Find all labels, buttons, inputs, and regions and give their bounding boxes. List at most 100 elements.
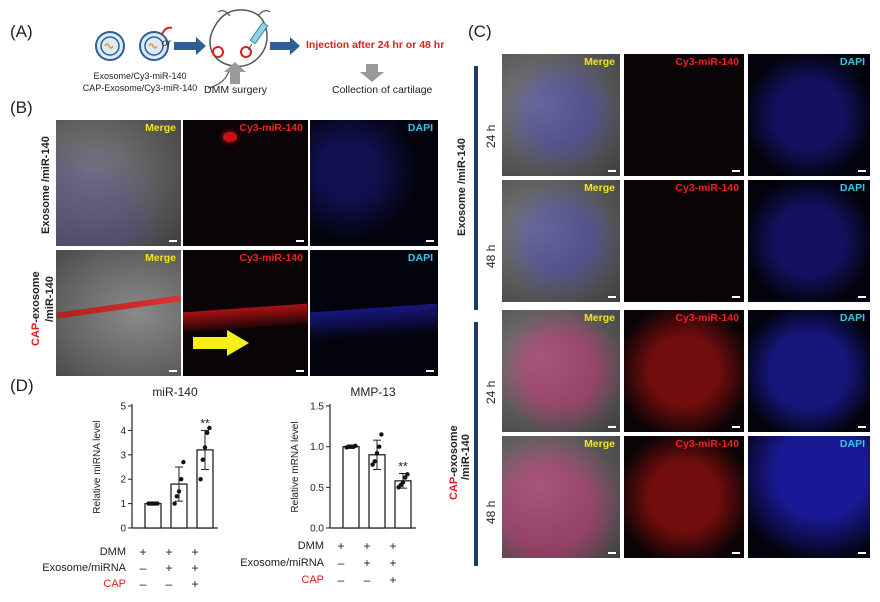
- scale-bar: [858, 296, 866, 298]
- scale-bar: [858, 552, 866, 554]
- row-label-dmm: DMM: [297, 540, 324, 552]
- data-point: [377, 444, 382, 449]
- arrow-up-icon: [224, 62, 246, 84]
- row-label-exosome: Exosome/miRNA: [240, 557, 324, 569]
- schematic-drawing: [95, 9, 384, 89]
- dapi-label: DAPI: [839, 56, 865, 68]
- chart-title: MMP-13: [350, 385, 396, 399]
- row-label-dmm: DMM: [99, 546, 126, 558]
- scale-bar: [732, 170, 740, 172]
- exosome-labels: Exosome/Cy3-miR-140 CAP-Exosome/Cy3-miR-…: [80, 70, 200, 94]
- cap-text: CAP: [30, 322, 42, 346]
- data-point: [200, 457, 205, 462]
- y-tick-label: 0: [120, 524, 126, 535]
- dapi-label: DAPI: [407, 252, 433, 264]
- arrow-down-icon: [360, 64, 384, 82]
- cap-exosome-icon: [139, 26, 173, 61]
- data-point: [155, 501, 160, 506]
- panel-c-cy3-exo-24h: Cy3-miR-140: [624, 54, 744, 176]
- scale-bar: [169, 240, 177, 242]
- dapi-label: DAPI: [407, 122, 433, 134]
- data-point: [179, 477, 184, 482]
- chart-mir140: miR-140 Relative miRNA level 0 1 2 3 4 5 **: [92, 385, 218, 535]
- cy3-label: Cy3-miR-140: [675, 312, 739, 324]
- panel-c-cy3-cap-48h: Cy3-miR-140: [624, 436, 744, 558]
- panel-label-a: (A): [10, 22, 33, 41]
- sign: –: [139, 577, 147, 591]
- row-label-exosome: Exosome/miRNA: [42, 562, 126, 574]
- syringe-icon: [247, 21, 269, 51]
- exosome-icon: [95, 31, 125, 61]
- panel-c-merge-cap-24h: Merge: [502, 310, 620, 432]
- sign: +: [165, 545, 173, 559]
- sign: –: [337, 556, 345, 570]
- exosome-label-2: CAP-Exosome/Cy3-miR-140: [82, 83, 198, 93]
- data-point: [370, 462, 375, 467]
- chart-title: miR-140: [152, 385, 198, 399]
- dapi-label: DAPI: [839, 312, 865, 324]
- sign: +: [191, 577, 199, 591]
- sign: –: [165, 577, 173, 591]
- panel-c-dapi-cap-48h: DAPI: [748, 436, 870, 558]
- sign: +: [389, 573, 397, 587]
- chart-mmp13: MMP-13 Relative mRNA level 0.0 0.5 1.0 1.5 **: [290, 385, 416, 535]
- sign: +: [165, 561, 173, 575]
- time-label-24h: 24 h: [484, 124, 498, 148]
- scale-bar: [608, 426, 616, 428]
- y-tick-label: 1.0: [310, 442, 324, 453]
- data-point: [353, 443, 358, 449]
- panel-b-row2-label: CAP-exosome: [30, 271, 42, 346]
- injection-text: Injection after 24 hr or 48 hr: [306, 39, 445, 51]
- y-tick-label: 1.5: [310, 402, 324, 413]
- data-point: [379, 432, 384, 437]
- panel-b-dapi-2: DAPI: [310, 250, 438, 376]
- panel-b-cy3-1: Cy3-miR-140: [183, 120, 308, 246]
- panel-c-dapi-cap-24h: DAPI: [748, 310, 870, 432]
- panel-c-cy3-cap-24h: Cy3-miR-140: [624, 310, 744, 432]
- data-point: [372, 459, 377, 464]
- bar: [342, 446, 360, 529]
- scale-bar: [858, 170, 866, 172]
- data-point: [374, 450, 380, 456]
- merge-label: Merge: [584, 438, 615, 450]
- data-point: [207, 425, 212, 431]
- cy3-label: Cy3-miR-140: [675, 438, 739, 450]
- scale-bar: [608, 296, 616, 298]
- row-label-cap: CAP: [301, 574, 324, 586]
- panel-c-group2-label-2: /miR-140: [460, 434, 472, 480]
- data-point: [181, 459, 186, 465]
- time-label-48h: 48 h: [484, 244, 498, 268]
- merge-label: Merge: [145, 252, 176, 264]
- data-point: [202, 445, 208, 450]
- significance-mark: **: [398, 460, 408, 474]
- panel-c-merge-exo-48h: Merge: [502, 180, 620, 302]
- cap-text: CAP: [448, 476, 460, 500]
- scale-bar: [858, 426, 866, 428]
- scale-bar: [426, 370, 434, 372]
- arrow-right-icon: [270, 37, 300, 55]
- y-axis-label: Relative mRNA level: [290, 421, 301, 512]
- collection-label: Collection of cartilage: [332, 84, 433, 96]
- cy3-label: Cy3-miR-140: [675, 182, 739, 194]
- sign: –: [363, 573, 371, 587]
- data-point: [172, 501, 177, 506]
- y-tick-label: 5: [120, 402, 126, 413]
- data-point: [174, 494, 179, 499]
- panel-c-merge-cap-48h: Merge: [502, 436, 620, 558]
- panel-b-dapi-1: DAPI: [310, 120, 438, 246]
- time-label-48h: 48 h: [484, 500, 498, 524]
- scale-bar: [296, 240, 304, 242]
- panel-b-merge-1: Merge: [56, 120, 181, 246]
- arrow-right-icon: [174, 37, 206, 55]
- panel-label-d: (D): [10, 376, 34, 395]
- data-point: [176, 489, 182, 494]
- sign: –: [139, 561, 147, 575]
- exosome-label-1: Exosome/Cy3-miR-140: [93, 71, 187, 81]
- y-tick-label: 2: [120, 475, 126, 486]
- y-tick-label: 4: [120, 426, 126, 437]
- or-text: or: [162, 38, 171, 49]
- panel-b-merge-2: Merge: [56, 250, 181, 376]
- data-point: [403, 475, 408, 480]
- group-bar-cap: [474, 322, 478, 566]
- sign: +: [389, 539, 397, 553]
